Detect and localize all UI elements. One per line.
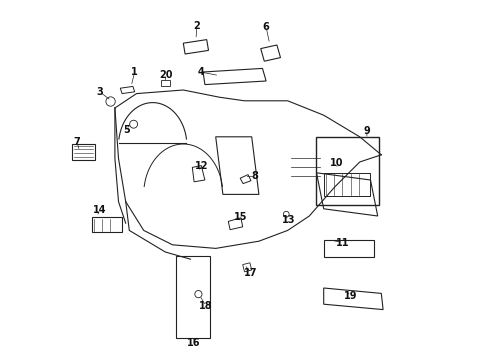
- Text: 6: 6: [262, 22, 269, 32]
- Text: 20: 20: [159, 70, 172, 80]
- Text: 2: 2: [193, 21, 200, 31]
- Text: 16: 16: [187, 338, 201, 348]
- Text: 1: 1: [131, 67, 138, 77]
- Text: 12: 12: [195, 161, 208, 171]
- Text: 4: 4: [197, 67, 203, 77]
- Text: 3: 3: [96, 87, 103, 97]
- Text: 5: 5: [123, 125, 129, 135]
- Text: 7: 7: [74, 137, 81, 147]
- Text: 18: 18: [199, 301, 212, 311]
- Text: 14: 14: [93, 204, 106, 215]
- Text: 13: 13: [281, 215, 295, 225]
- Text: 10: 10: [329, 158, 343, 168]
- Text: 15: 15: [234, 212, 247, 222]
- Text: 9: 9: [363, 126, 369, 136]
- Text: 19: 19: [343, 291, 357, 301]
- Text: 8: 8: [251, 171, 258, 181]
- Text: 11: 11: [335, 238, 349, 248]
- Text: 17: 17: [244, 268, 257, 278]
